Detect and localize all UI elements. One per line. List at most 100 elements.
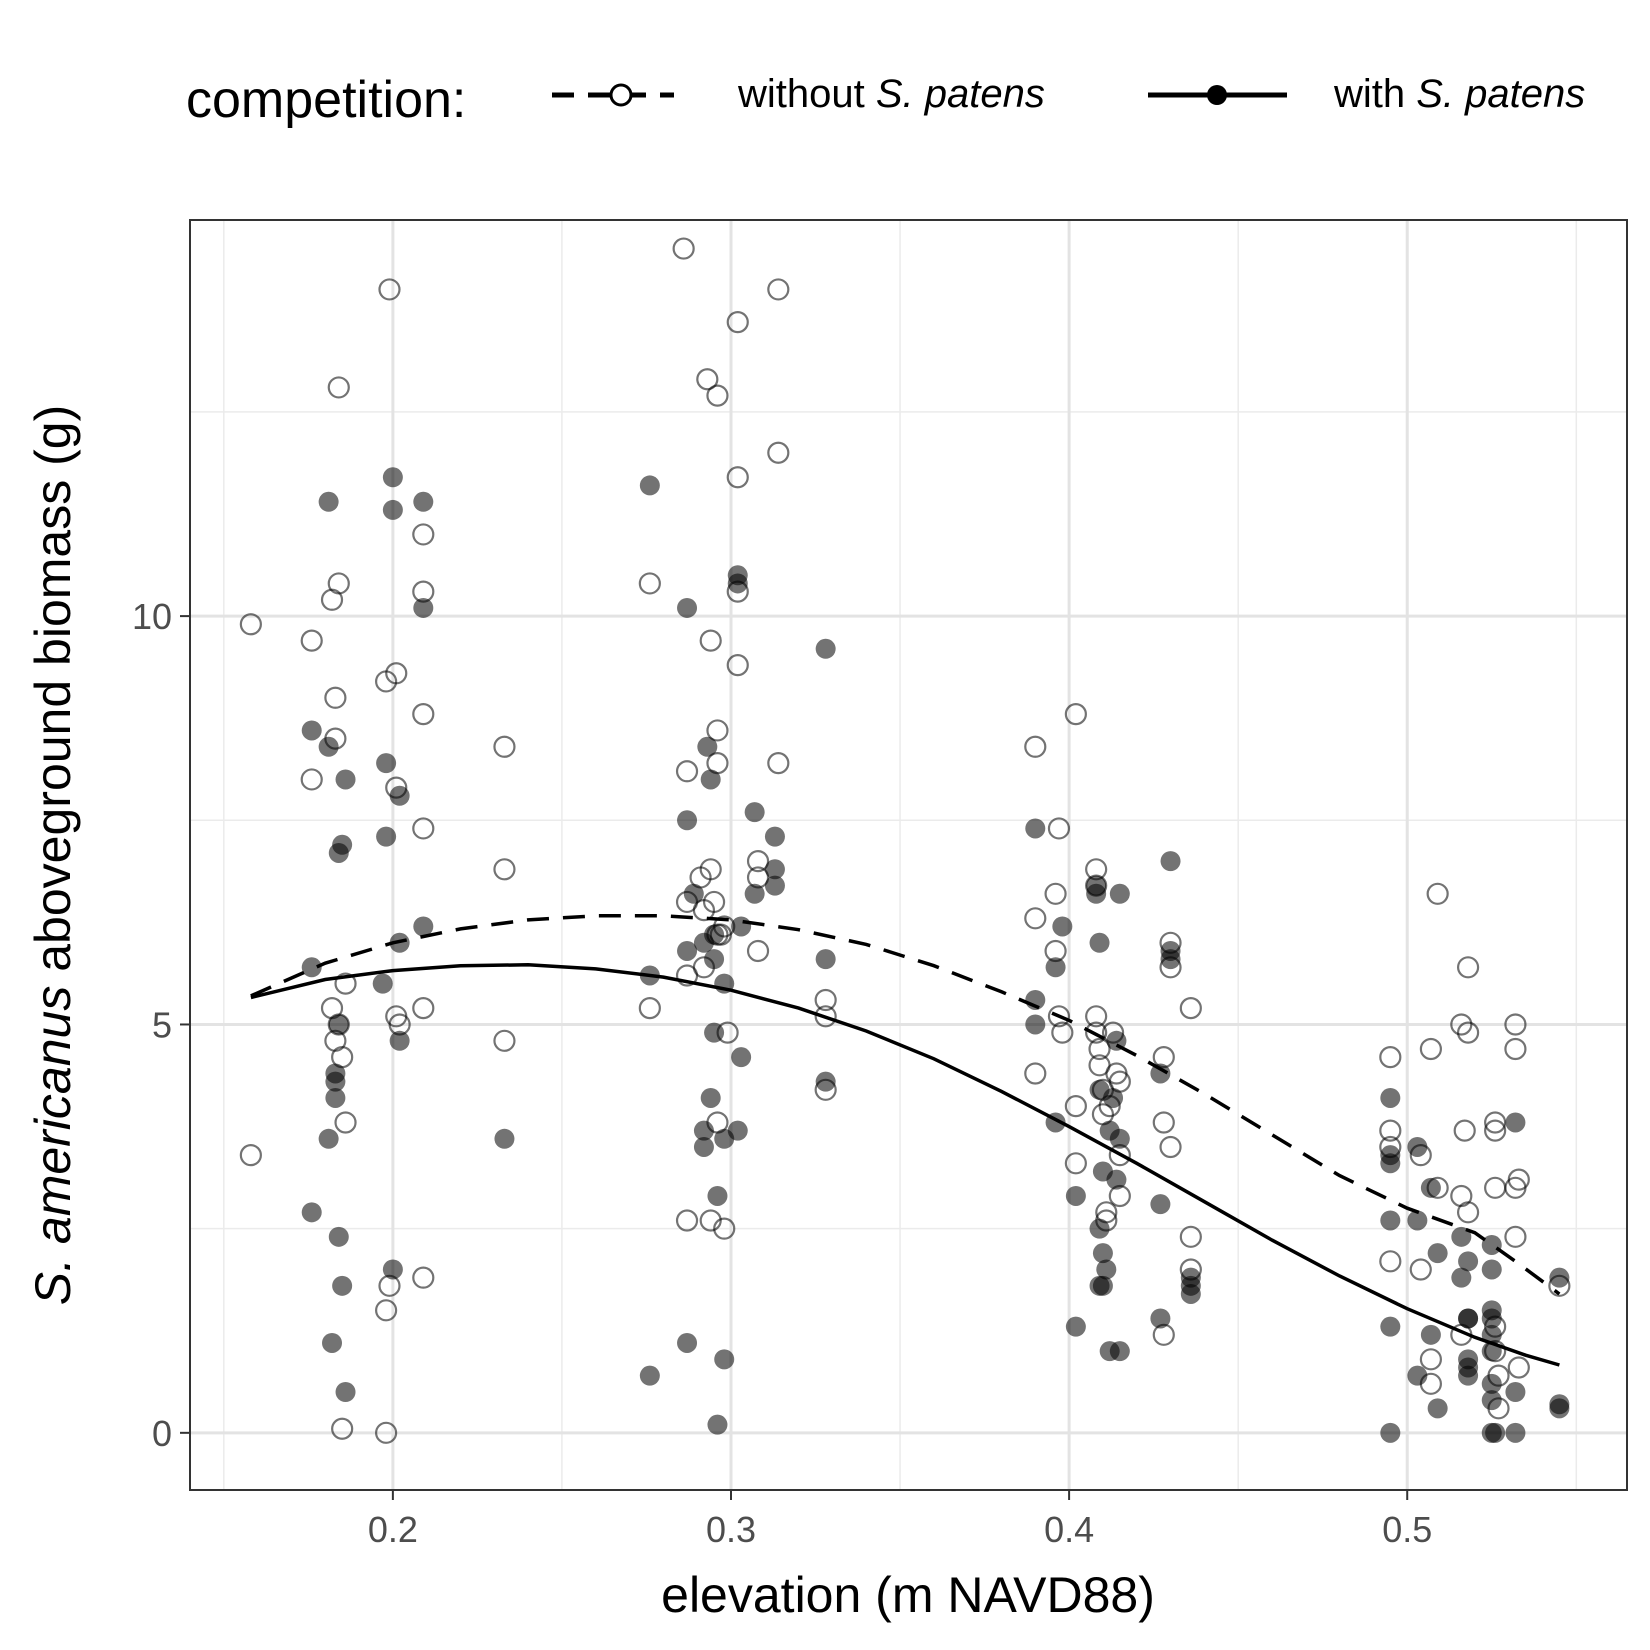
data-point-with-s-patens	[1481, 1373, 1502, 1394]
data-point-without-s-patens	[1484, 1111, 1507, 1134]
data-point-with-s-patens	[1407, 1365, 1428, 1386]
data-point-without-s-patens	[814, 988, 837, 1012]
data-point-with-s-patens	[1407, 1136, 1428, 1157]
data-point-with-s-patens	[1481, 1259, 1502, 1280]
data-point-with-s-patens	[1160, 851, 1181, 872]
data-point-with-s-patens	[389, 785, 410, 806]
data-point-with-s-patens	[318, 1128, 339, 1149]
data-point-without-s-patens	[767, 278, 790, 301]
data-point-without-s-patens	[412, 1266, 435, 1289]
data-point-with-s-patens	[700, 769, 721, 790]
data-point-with-s-patens	[700, 1087, 721, 1108]
legend-label-without: without S. patens	[737, 72, 1045, 116]
data-point-without-s-patens	[814, 1005, 837, 1028]
data-point-with-s-patens	[1065, 1316, 1086, 1337]
data-point-with-s-patens	[1150, 1308, 1171, 1329]
data-point-with-s-patens	[707, 1414, 728, 1435]
x-tick-label: 0.4	[1044, 1509, 1094, 1550]
data-point-without-s-patens	[300, 629, 323, 652]
data-point-with-s-patens	[1380, 1153, 1401, 1174]
data-point-without-s-patens	[726, 654, 749, 677]
data-point-with-s-patens	[413, 597, 434, 618]
data-point-with-s-patens	[764, 875, 785, 896]
data-point-with-s-patens	[389, 1030, 410, 1051]
data-point-with-s-patens	[1549, 1267, 1570, 1288]
points-with-s-patens	[301, 467, 1570, 1443]
x-tick-label: 0.5	[1382, 1509, 1432, 1550]
data-point-without-s-patens	[1088, 1037, 1111, 1061]
data-point-with-s-patens	[1109, 1128, 1130, 1149]
data-point-without-s-patens	[1024, 907, 1047, 930]
data-point-without-s-patens	[746, 850, 770, 873]
data-point-without-s-patens	[1047, 817, 1071, 840]
data-point-without-s-patens	[1179, 1225, 1202, 1248]
data-point-with-s-patens	[413, 916, 434, 937]
data-point-with-s-patens	[1150, 1063, 1171, 1084]
data-point-with-s-patens	[1150, 1194, 1171, 1215]
data-point-with-s-patens	[1458, 1365, 1479, 1386]
plot-border	[189, 219, 1628, 1491]
legend-key-with	[1148, 85, 1287, 105]
data-point-with-s-patens	[1427, 1398, 1448, 1419]
data-point-without-s-patens	[726, 310, 749, 334]
data-point-with-s-patens	[301, 1202, 322, 1223]
data-point-with-s-patens	[1025, 1014, 1046, 1035]
data-point-without-s-patens	[1450, 1013, 1473, 1036]
y-axis-title: S. americanus aboveground biomass (g)	[25, 405, 81, 1305]
data-point-without-s-patens	[767, 752, 790, 775]
fit-lines	[250, 914, 1561, 1367]
data-point-without-s-patens	[412, 703, 435, 726]
data-point-with-s-patens	[1045, 957, 1066, 978]
data-point-with-s-patens	[731, 1047, 752, 1068]
data-point-without-s-patens	[638, 997, 661, 1020]
plot-panel	[190, 220, 1627, 1490]
data-point-with-s-patens	[1505, 1112, 1526, 1133]
data-point-with-s-patens	[332, 834, 353, 855]
y-tick-label: 10	[132, 596, 172, 637]
data-point-without-s-patens	[706, 384, 729, 407]
data-point-without-s-patens	[1047, 1005, 1071, 1028]
data-point-with-s-patens	[1052, 916, 1073, 937]
data-point-without-s-patens	[713, 1217, 736, 1240]
data-point-with-s-patens	[1089, 1218, 1110, 1239]
data-point-with-s-patens	[335, 1381, 356, 1402]
data-point-without-s-patens	[1456, 1021, 1480, 1044]
data-point-with-s-patens	[639, 1365, 660, 1386]
fit-line-without-s-patens	[250, 914, 1561, 1296]
data-point-with-s-patens	[372, 973, 393, 994]
data-point-with-s-patens	[376, 753, 397, 774]
data-point-without-s-patens	[706, 719, 729, 742]
data-point-with-s-patens	[301, 957, 322, 978]
data-point-with-s-patens	[332, 1275, 353, 1296]
data-point-without-s-patens	[300, 768, 323, 791]
data-point-with-s-patens	[704, 949, 725, 970]
data-point-with-s-patens	[1092, 1243, 1113, 1264]
data-point-with-s-patens	[764, 859, 785, 880]
data-point-with-s-patens	[704, 924, 725, 945]
data-point-without-s-patens	[378, 278, 401, 301]
data-point-without-s-patens	[1456, 1201, 1480, 1224]
data-point-with-s-patens	[727, 565, 748, 586]
data-point-without-s-patens	[1379, 1046, 1402, 1069]
data-point-with-s-patens	[677, 597, 698, 618]
data-point-without-s-patens	[385, 662, 408, 685]
data-point-without-s-patens	[1504, 1037, 1527, 1061]
data-point-with-s-patens	[1092, 1275, 1113, 1296]
data-point-with-s-patens	[1025, 818, 1046, 839]
data-point-without-s-patens	[699, 1209, 722, 1232]
points-without-s-patens	[239, 237, 1571, 1444]
data-point-with-s-patens	[1380, 1210, 1401, 1231]
data-point-without-s-patens	[1419, 1348, 1442, 1371]
data-point-with-s-patens	[382, 467, 403, 488]
data-point-with-s-patens	[318, 736, 339, 757]
data-point-without-s-patens	[493, 735, 516, 758]
data-point-with-s-patens	[1380, 1422, 1401, 1443]
data-point-with-s-patens	[335, 769, 356, 790]
data-point-with-s-patens	[1160, 949, 1181, 970]
data-point-without-s-patens	[1024, 735, 1047, 758]
x-tick-label: 0.2	[368, 1509, 418, 1550]
data-point-with-s-patens	[815, 638, 836, 659]
data-point-without-s-patens	[675, 760, 699, 783]
data-point-without-s-patens	[1409, 1258, 1432, 1281]
